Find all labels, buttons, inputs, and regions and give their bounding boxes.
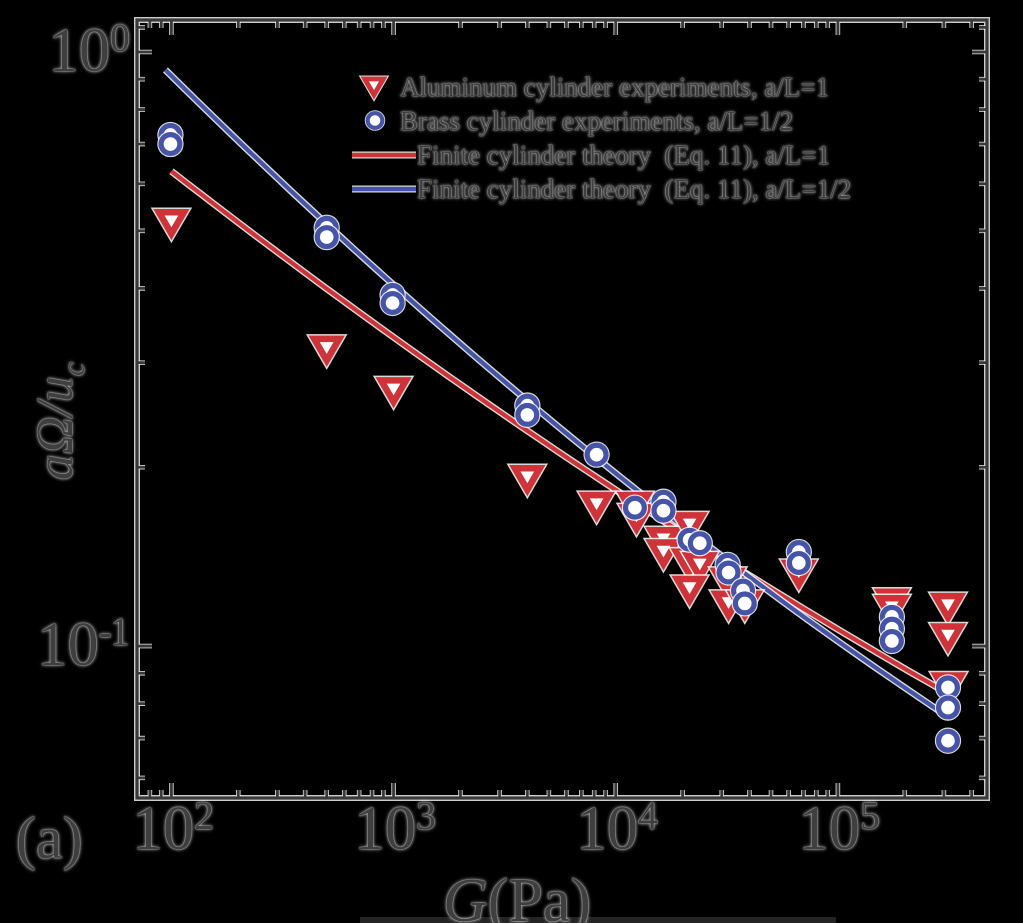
- x-tick-label-100000: 105: [798, 793, 880, 863]
- data-point-brass: [935, 695, 960, 720]
- data-point-brass: [651, 498, 676, 523]
- data-point-brass: [732, 591, 757, 616]
- data-point-aluminum: [509, 465, 546, 497]
- y-axis-title: aΩ/uc: [27, 361, 91, 481]
- data-point-brass: [935, 675, 960, 700]
- cropped-caption-bar: [360, 917, 836, 923]
- theory-line-al: [170, 169, 944, 693]
- x-axis-title: G(Pa): [442, 867, 592, 923]
- data-point-aluminum: [929, 623, 967, 655]
- data-point-aluminum: [929, 592, 967, 625]
- data-point-aluminum: [578, 491, 615, 524]
- axes-spine-halo: [134, 17, 990, 801]
- legend-label-theory-brass: Finite cylinder theory (Eq. 11), a/L=1/2: [417, 174, 852, 204]
- data-point-brass: [786, 550, 811, 575]
- minor-ticks: [137, 20, 987, 798]
- data-point-aluminum: [153, 208, 190, 241]
- data-point-brass: [515, 402, 540, 427]
- data-point-aluminum: [671, 575, 708, 607]
- x-tick-label-10000: 104: [576, 793, 658, 863]
- data-point-aluminum: [375, 377, 412, 409]
- legend-label-theory-al: Finite cylinder theory (Eq. 11), a/L=1: [417, 140, 831, 170]
- data-point-brass: [365, 111, 385, 130]
- data-point-aluminum: [360, 76, 388, 100]
- theory-line-brass: [163, 68, 951, 720]
- data-point-brass: [935, 728, 960, 753]
- legend-label-aluminum: Aluminum cylinder experiments, a/L=1: [400, 72, 830, 102]
- data-point-brass: [687, 531, 712, 556]
- y-tick-label-0.1: 10-1: [36, 609, 130, 679]
- data-point-aluminum: [671, 512, 708, 544]
- data-point-aluminum: [308, 335, 345, 367]
- data-point-brass: [879, 628, 904, 653]
- axes-ticks-halo: [137, 20, 987, 798]
- data-point-brass: [158, 132, 183, 157]
- panel-label: (a): [16, 805, 83, 871]
- data-point-brass: [380, 291, 405, 316]
- axes-spine: [135, 18, 989, 800]
- data-point-brass: [584, 442, 609, 467]
- x-tick-label-1000: 103: [354, 793, 436, 863]
- y-tick-label-1: 100: [48, 15, 130, 85]
- major-ticks: [137, 20, 987, 798]
- x-tick-label-100: 102: [132, 793, 214, 863]
- data-point-brass: [716, 560, 741, 585]
- theory-line-halo: [169, 168, 945, 694]
- legend-label-brass: Brass cylinder experiments, a/L=1/2: [400, 106, 794, 136]
- data-point-brass: [314, 225, 339, 250]
- data-point-brass: [622, 495, 647, 520]
